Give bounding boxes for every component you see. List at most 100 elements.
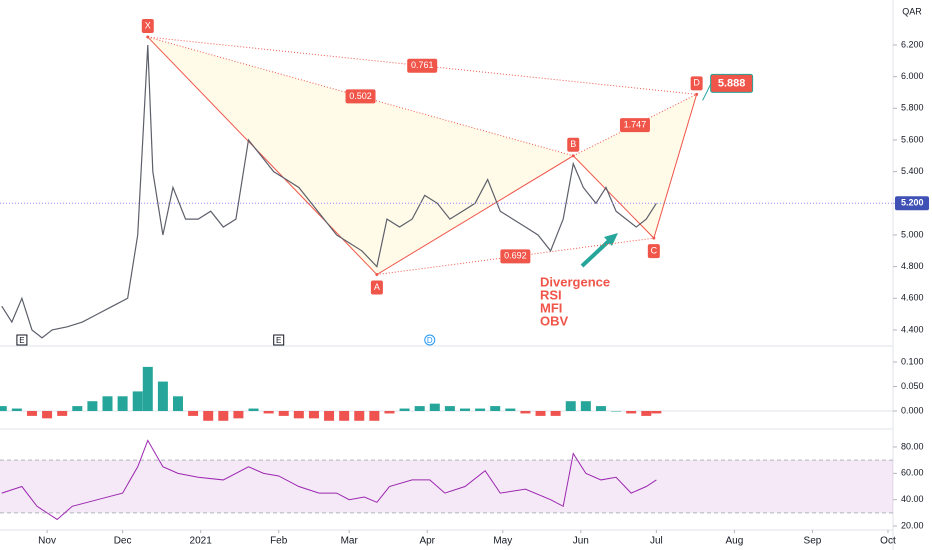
x-tick-label: Jul (650, 536, 663, 547)
target-box (710, 73, 754, 93)
macd-bar (188, 410, 199, 416)
x-tick-label: Dec (114, 536, 132, 547)
event-marker (16, 334, 28, 346)
pattern-point-box (567, 137, 580, 152)
target-connector (702, 84, 712, 101)
ratio-box (500, 249, 531, 264)
x-tick-label: Nov (38, 536, 56, 547)
ratio-label: 0.761 (411, 60, 434, 70)
y-tick-label: 6.000 (901, 71, 924, 81)
macd-bar (444, 406, 455, 411)
macd-bar (117, 396, 128, 411)
data-line (1, 44, 657, 339)
pattern-point-label: A (374, 282, 380, 292)
pattern-point-label: X (145, 20, 151, 30)
y-tick-label: 4.800 (901, 261, 924, 271)
macd-bar (324, 410, 335, 421)
annotation: OBV (540, 313, 569, 328)
macd-bar (142, 366, 153, 411)
macd-bar (339, 410, 350, 421)
rsi-band (0, 460, 893, 513)
macd-bar (0, 406, 7, 411)
macd-bar (102, 396, 113, 411)
macd-bar (550, 410, 561, 416)
currency: QAR (902, 6, 922, 16)
last-price-box (895, 196, 929, 211)
event-label: E (19, 336, 24, 345)
y-tick-label: 80.00 (901, 441, 924, 451)
y-tick-label: 0.050 (901, 381, 924, 391)
macd-bar (308, 410, 319, 419)
event-marker (424, 334, 436, 346)
macd-bar (399, 408, 410, 411)
y-tick-label: 60.00 (901, 468, 924, 478)
macd-bar (26, 410, 37, 416)
macd-bar (384, 410, 395, 414)
pattern-point-box (370, 280, 383, 295)
ratio-box (619, 118, 650, 133)
pattern-point (652, 236, 656, 240)
pattern-point-box (690, 76, 703, 91)
macd-bar (580, 401, 591, 411)
event-marker (273, 334, 285, 346)
y-tick-label: 6.200 (901, 39, 924, 49)
ratio-box (345, 89, 376, 104)
macd-bar (429, 403, 440, 411)
annotation: RSI (540, 287, 562, 302)
pattern-point-label: C (651, 246, 658, 256)
macd-bar (369, 410, 380, 421)
ratio-label: 0.692 (504, 251, 527, 261)
pattern-point-box (647, 244, 660, 259)
macd-bar (248, 408, 259, 411)
macd-bar (72, 406, 83, 411)
x-tick-label: 2021 (190, 536, 213, 547)
pattern-dotted-line (147, 36, 697, 95)
ratio-box (407, 58, 438, 73)
macd-bar (651, 410, 662, 414)
arrow-head (604, 233, 618, 246)
x-tick-label: Apr (419, 536, 435, 547)
y-tick-label: 0.100 (901, 356, 924, 366)
pattern-point (375, 273, 379, 277)
macd-bar (57, 410, 68, 416)
last-price-label: 5.200 (901, 198, 924, 208)
y-tick-label: 40.00 (901, 494, 924, 504)
macd-bar (42, 410, 53, 419)
macd-bar (505, 408, 516, 411)
data-line (1, 439, 657, 521)
x-tick-label: Feb (270, 536, 288, 547)
arrow (580, 236, 614, 268)
x-tick-label: Jun (573, 536, 589, 547)
pattern-fill (147, 37, 574, 275)
macd-bar (565, 401, 576, 411)
macd-bar (132, 391, 143, 411)
macd-bar (414, 406, 425, 411)
y-tick-label: 4.400 (901, 324, 924, 334)
y-tick-label: 0.000 (901, 405, 924, 415)
annotation: MFI (540, 300, 562, 315)
macd-bar (611, 410, 622, 412)
y-tick-label: 5.400 (901, 166, 924, 176)
x-tick-label: Aug (725, 536, 743, 547)
macd-bar (218, 410, 229, 421)
y-tick-label: 5.600 (901, 134, 924, 144)
y-tick-label: 20.00 (901, 520, 924, 530)
y-tick-label: 5.000 (901, 229, 924, 239)
pattern-dotted-line (573, 93, 697, 157)
macd-bar (157, 381, 168, 411)
x-tick-label: Mar (341, 536, 359, 547)
pattern-point-box (141, 19, 154, 34)
macd-bar (535, 410, 546, 416)
target-label: 5.888 (718, 77, 746, 89)
macd-bar (233, 410, 244, 419)
pattern-fill (573, 94, 697, 239)
pattern-point (146, 35, 150, 39)
macd-bar (460, 408, 471, 411)
macd-bar (595, 406, 606, 411)
macd-bar (626, 410, 637, 414)
x-tick-label: Oct (880, 536, 896, 547)
pattern-point (695, 92, 699, 96)
x-tick-label: Sep (804, 536, 822, 547)
pattern-point-label: B (570, 139, 576, 149)
macd-bar (354, 410, 365, 421)
